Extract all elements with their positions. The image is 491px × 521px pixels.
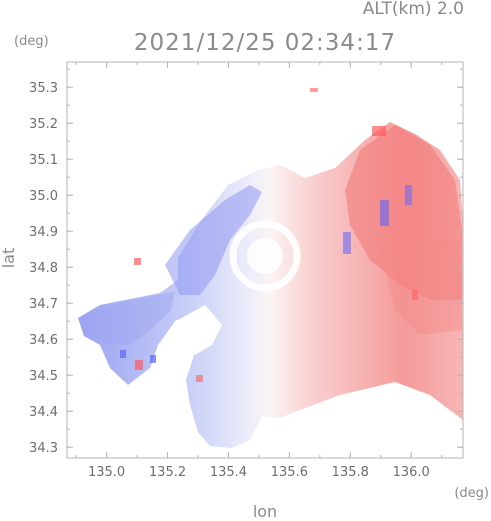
x-tick-label: 135.4 <box>210 465 247 480</box>
x-tick-label: 135.6 <box>271 465 308 480</box>
x-axis: 135.0 135.2 135.4 135.6 135.8 136.0 <box>75 62 443 480</box>
echo-receding-band <box>380 240 462 335</box>
y-tick-label: 34.5 <box>29 369 58 384</box>
y-tick-label: 34.4 <box>29 405 58 420</box>
echo-approach-core <box>165 185 262 295</box>
echo-receding-core <box>345 125 462 300</box>
altitude-label: ALT(km) 2.0 <box>363 0 464 19</box>
y-tick-label: 35.1 <box>29 153 58 168</box>
echo-west-lobe <box>80 292 175 345</box>
echo-speckles <box>120 88 418 382</box>
y-tick-label: 34.9 <box>29 225 58 240</box>
radar-echo-field <box>78 88 463 448</box>
y-unit-label: (deg) <box>14 34 49 49</box>
y-tick-label: 34.6 <box>29 333 58 348</box>
radar-center-hole <box>247 238 283 274</box>
x-tick-label: 136.0 <box>393 465 430 480</box>
y-axis-label: lat <box>0 248 18 269</box>
x-unit-label: (deg) <box>454 486 489 501</box>
plot-frame <box>66 61 464 459</box>
echo-gap <box>178 305 222 355</box>
y-tick-label: 35.2 <box>29 117 58 132</box>
y-tick-label: 34.7 <box>29 297 58 312</box>
y-tick-label: 34.3 <box>29 441 58 456</box>
x-axis-label: lon <box>253 502 277 521</box>
y-tick-label: 35.3 <box>29 81 58 96</box>
x-tick-label: 135.0 <box>88 465 125 480</box>
x-tick-label: 135.2 <box>149 465 186 480</box>
radar-center-ring <box>229 220 301 292</box>
y-axis: 34.3 34.4 34.5 34.6 34.7 34.8 34.9 35.0 35.1 35.2… <box>29 68 463 456</box>
y-tick-label: 35.0 <box>29 189 58 204</box>
timestamp-title: 2021/12/25 02:34:17 <box>134 30 396 56</box>
y-tick-label: 34.8 <box>29 261 58 276</box>
x-tick-label: 135.8 <box>332 465 369 480</box>
